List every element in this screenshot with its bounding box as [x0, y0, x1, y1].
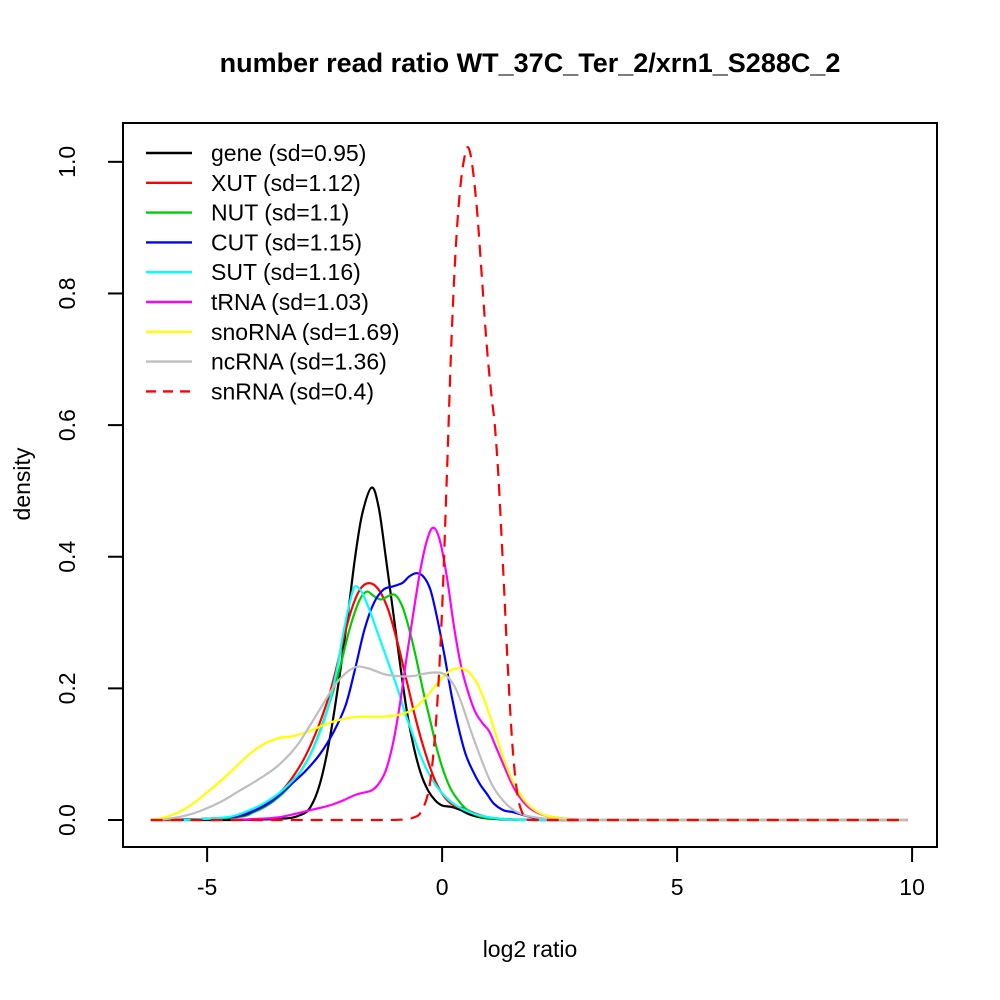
- density-curve-SUT: [183, 585, 560, 822]
- density-curves: [150, 145, 908, 822]
- legend-label-XUT: XUT (sd=1.12): [211, 170, 361, 196]
- y-tick-label: 0.0: [54, 804, 80, 836]
- axes: -5 0 5 10 0.0 0.2 0.4 0.6 0.8 1.0: [54, 146, 925, 900]
- x-tick-label: -5: [197, 874, 217, 900]
- legend-item: snRNA (sd=0.4): [146, 378, 374, 404]
- y-tick-label: 1.0: [54, 146, 80, 178]
- x-tick-label: 0: [436, 874, 449, 900]
- density-curve-tRNA: [230, 526, 598, 822]
- legend-label-CUT: CUT (sd=1.15): [211, 229, 362, 255]
- legend-item: snoRNA (sd=1.69): [146, 319, 400, 345]
- density-curve-gene: [150, 486, 908, 822]
- density-curve-snoRNA: [150, 666, 908, 822]
- x-tick-label: 5: [671, 874, 684, 900]
- y-tick-label: 0.4: [54, 541, 80, 573]
- chart-title: number read ratio WT_37C_Ter_2/xrn1_S288…: [220, 48, 841, 78]
- legend-item: ncRNA (sd=1.36): [146, 349, 387, 375]
- density-curve-ncRNA: [159, 665, 908, 822]
- legend-label-snoRNA: snoRNA (sd=1.69): [211, 319, 400, 345]
- legend-label-ncRNA: ncRNA (sd=1.36): [211, 349, 387, 375]
- legend-label-snRNA: snRNA (sd=0.4): [211, 378, 374, 404]
- x-axis-label: log2 ratio: [483, 936, 578, 962]
- density-curve-CUT: [178, 572, 565, 822]
- legend-item: CUT (sd=1.15): [146, 229, 362, 255]
- x-tick-label: 10: [899, 874, 925, 900]
- legend-label-tRNA: tRNA (sd=1.03): [211, 289, 369, 315]
- y-tick-label: 0.6: [54, 409, 80, 441]
- legend-item: NUT (sd=1.1): [146, 200, 349, 226]
- y-tick-label: 0.2: [54, 672, 80, 704]
- y-tick-label: 0.8: [54, 277, 80, 309]
- legend-label-gene: gene (sd=0.95): [211, 140, 366, 166]
- legend: gene (sd=0.95) XUT (sd=1.12) NUT (sd=1.1) C…: [146, 140, 400, 404]
- legend-label-NUT: NUT (sd=1.1): [211, 200, 349, 226]
- legend-item: tRNA (sd=1.03): [146, 289, 369, 315]
- plot-box: [122, 122, 938, 848]
- y-axis-label: density: [9, 447, 35, 520]
- legend-item: gene (sd=0.95): [146, 140, 366, 166]
- legend-label-SUT: SUT (sd=1.16): [211, 259, 361, 285]
- legend-item: XUT (sd=1.12): [146, 170, 361, 196]
- legend-item: SUT (sd=1.16): [146, 259, 361, 285]
